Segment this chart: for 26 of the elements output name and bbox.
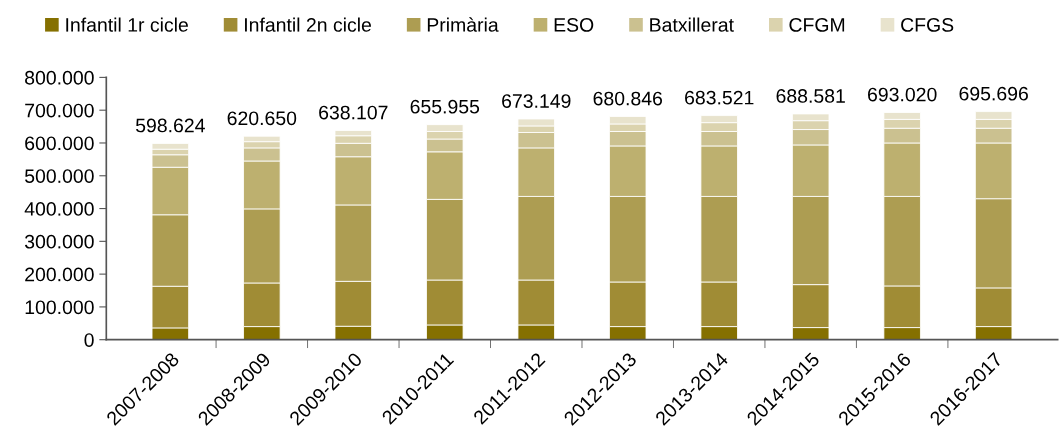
total-label: 655.955 <box>410 99 480 114</box>
total-label: 598.624 <box>135 118 205 133</box>
total-label: 620.650 <box>227 111 297 126</box>
total-label: 680.846 <box>593 91 663 106</box>
legend-label: Batxillerat <box>650 17 734 32</box>
legend-label: ESO <box>554 18 594 32</box>
total-label: 683.521 <box>685 90 754 105</box>
total-label: 695.696 <box>959 86 1028 101</box>
y-tick-label: 500.000 <box>24 169 94 183</box>
y-tick-label: 0 <box>84 333 94 347</box>
legend-label: CFGM <box>789 18 845 32</box>
total-label: 673.149 <box>502 94 571 108</box>
legend-label: CFGS <box>901 18 954 32</box>
legend-label: Infantil 2n cicle <box>245 17 371 32</box>
y-tick-label: 800.000 <box>25 70 94 85</box>
legend-label: Infantil 1r cicle <box>66 17 188 32</box>
y-tick-label: 600.000 <box>25 136 94 151</box>
y-tick-label: 200.000 <box>25 267 94 282</box>
y-tick-label: 300.000 <box>24 234 94 249</box>
legend-label: Primària <box>427 17 499 32</box>
total-label: 693.020 <box>868 87 937 102</box>
total-label: 638.107 <box>319 105 388 120</box>
total-label: 688.581 <box>776 89 845 103</box>
y-tick-label: 400.000 <box>24 202 94 216</box>
y-tick-label: 700.000 <box>25 103 94 118</box>
y-tick-label: 100.000 <box>25 300 94 315</box>
